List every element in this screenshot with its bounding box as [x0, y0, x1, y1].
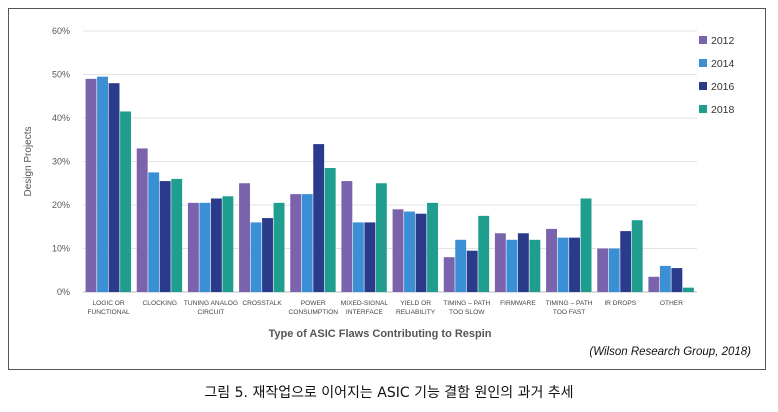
legend-swatch-2016: [699, 82, 707, 90]
y-tick-label: 40%: [52, 113, 70, 123]
bar-2014-11: [659, 265, 671, 292]
legend-label-2012: 2012: [711, 35, 735, 47]
bar-2014-4: [301, 194, 313, 292]
x-tick-label: YIELD OR RELIABILITY: [396, 300, 436, 316]
bar-2018-11: [682, 287, 694, 292]
chart-frame: 0% 10% 20% 30% 40% 50% 60% Design Projects LOGIC…: [8, 8, 766, 370]
bar-2018-6: [427, 202, 438, 292]
bar-2018-5: [375, 183, 387, 292]
bar-2012-11: [648, 276, 660, 292]
legend-swatch-2018: [699, 105, 707, 113]
bar-2016-7: [466, 250, 478, 292]
y-axis-label: Design Projects: [23, 126, 34, 196]
bar-2018-7: [478, 215, 490, 292]
bar-2016-11: [671, 268, 683, 292]
bar-2016-9: [569, 237, 580, 292]
y-tick-label: 20%: [52, 200, 70, 210]
bar-2014-5: [352, 222, 364, 292]
bar-2014-9: [557, 237, 569, 292]
bar-2014-6: [404, 211, 415, 292]
bar-2012-1: [136, 148, 148, 292]
bar-2012-8: [494, 233, 506, 292]
y-tick-label: 0%: [57, 287, 70, 297]
source-note: (Wilson Research Group, 2018): [589, 346, 751, 358]
legend-label-2018: 2018: [711, 104, 735, 116]
x-tick-label: MIXED-SIGNAL INTERFACE: [341, 300, 389, 316]
bar-2016-5: [364, 222, 376, 292]
y-tick-label: 60%: [52, 26, 70, 36]
bar-2018-1: [171, 178, 183, 292]
x-tick-label: OTHER: [660, 300, 683, 307]
bar-2012-3: [239, 183, 250, 292]
x-tick-label: CROSSTALK: [242, 300, 282, 307]
bar-2012-0: [85, 78, 97, 292]
x-tick-label: CLOCKING: [143, 300, 177, 307]
bar-2018-2: [222, 196, 234, 292]
bar-2014-1: [148, 172, 160, 292]
x-tick-label: TIMING – PATH TOO FAST: [546, 300, 593, 316]
bar-2014-3: [250, 222, 262, 292]
x-tick-label: FIRMWARE: [500, 300, 536, 307]
x-tick-label: POWER CONSUMPTION: [289, 300, 339, 316]
bar-2018-4: [324, 168, 336, 292]
bar-2016-6: [415, 213, 427, 292]
bar-2012-9: [546, 228, 557, 292]
bar-2014-10: [608, 248, 620, 292]
y-tick-label: 50%: [52, 70, 70, 80]
bar-2016-4: [313, 144, 325, 292]
legend-label-2016: 2016: [711, 81, 735, 93]
bar-2014-7: [455, 239, 467, 292]
bar-2018-10: [631, 220, 643, 292]
bar-2018-8: [529, 239, 541, 292]
bar-2012-5: [341, 181, 353, 292]
bar-2016-8: [517, 233, 529, 292]
figure-caption: 그림 5. 재작업으로 이어지는 ASIC 기능 결함 원인의 과거 추세: [204, 385, 574, 401]
bar-2012-2: [187, 202, 199, 292]
bar-2016-0: [108, 83, 120, 292]
bar-2014-0: [97, 76, 108, 292]
bar-2016-3: [262, 218, 273, 292]
bar-2014-2: [199, 202, 211, 292]
legend-swatch-2012: [699, 36, 707, 44]
y-tick-label: 30%: [52, 157, 70, 167]
legend-swatch-2014: [699, 59, 707, 67]
bar-2014-8: [506, 239, 518, 292]
bar-2016-1: [159, 181, 171, 292]
legend-label-2014: 2014: [711, 58, 735, 70]
bar-2016-2: [210, 198, 222, 292]
bar-2012-4: [290, 194, 302, 292]
bar-2018-0: [120, 111, 131, 292]
bar-2012-6: [392, 209, 404, 292]
x-tick-label: TIMING – PATH TOO SLOW: [443, 300, 490, 316]
y-tick-label: 10%: [52, 244, 70, 254]
x-tick-label: IR DROPS: [604, 300, 636, 307]
bar-2016-10: [620, 231, 632, 292]
bar-2012-10: [597, 248, 609, 292]
bar-chart: 0% 10% 20% 30% 40% 50% 60% Design Projects LOGIC…: [23, 26, 735, 340]
bar-2018-3: [273, 202, 285, 292]
bar-2012-7: [443, 257, 455, 292]
bar-2018-9: [580, 198, 592, 292]
x-axis-label: Type of ASIC Flaws Contributing to Respi…: [268, 328, 491, 340]
x-tick-label: LOGIC OR FUNCTIONAL: [88, 300, 130, 316]
x-tick-label: TUNING ANALOG CIRCUIT: [184, 300, 238, 316]
